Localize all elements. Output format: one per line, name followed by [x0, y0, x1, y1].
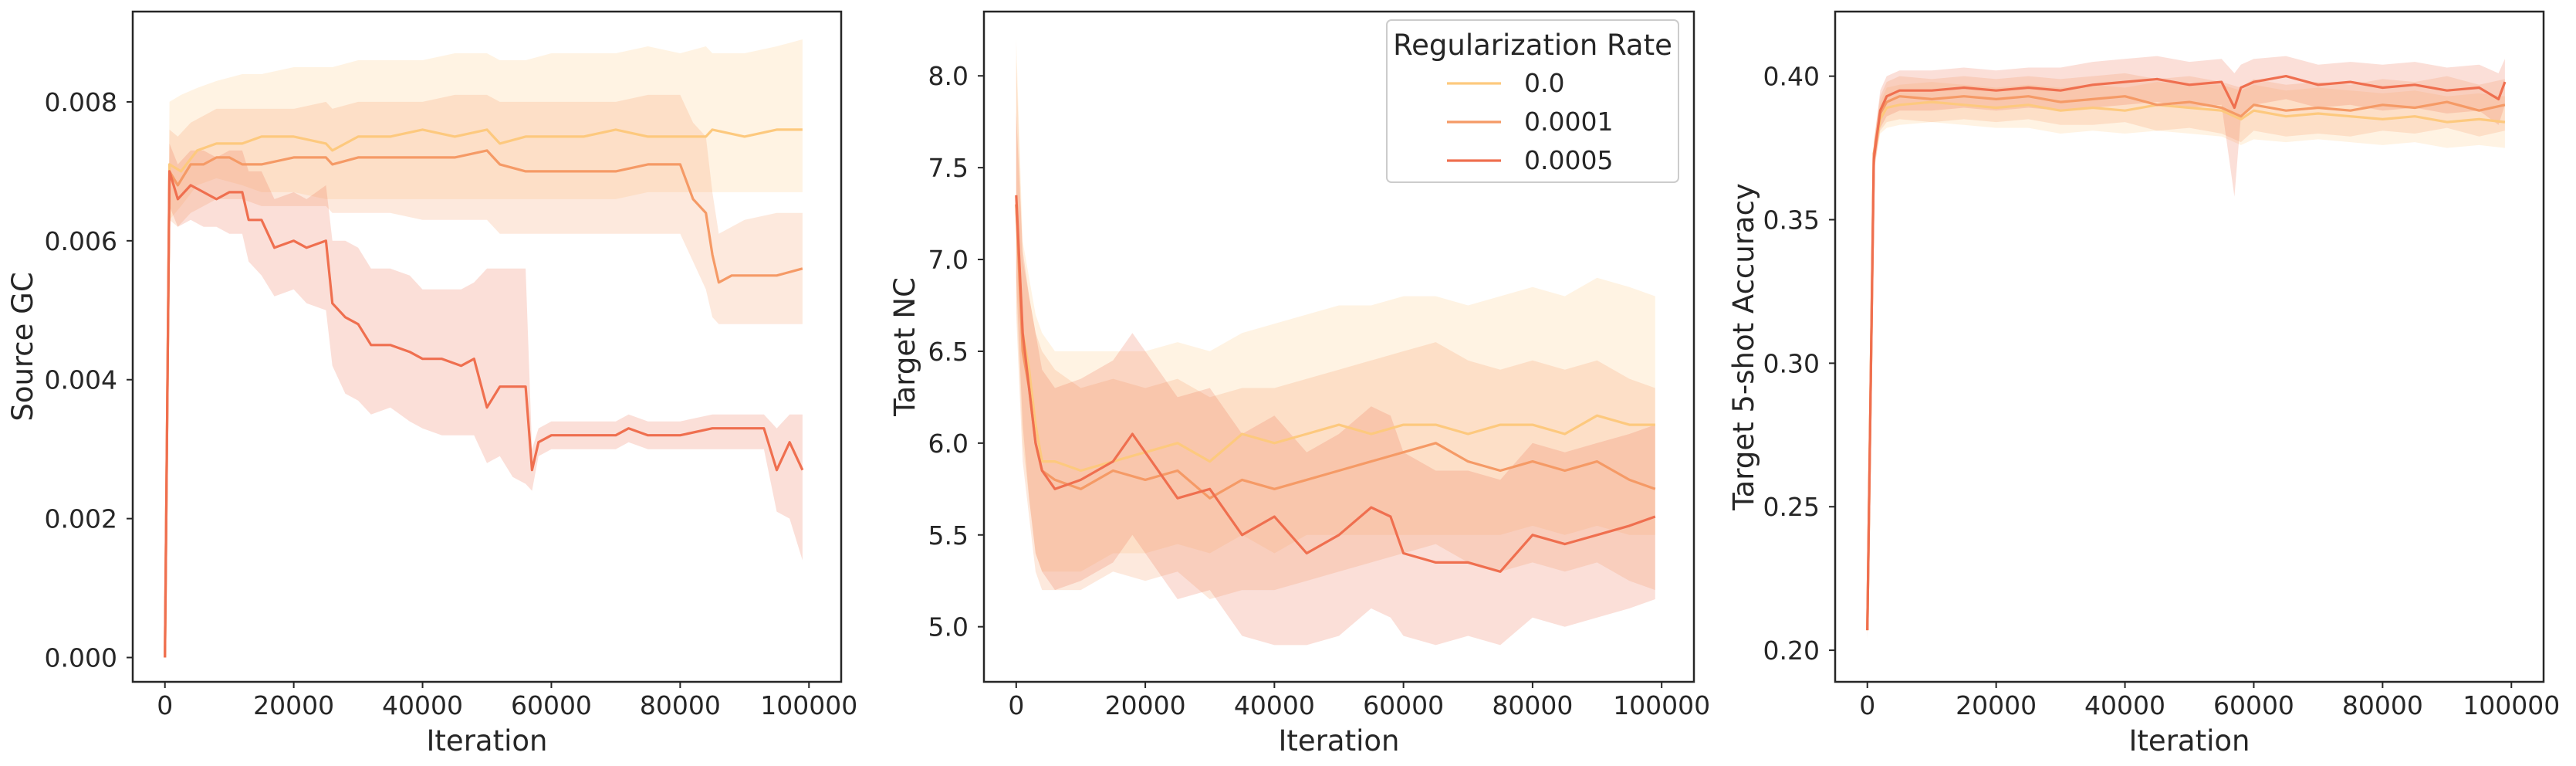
- y-tick-label: 0.004: [45, 365, 117, 395]
- y-tick-label: 0.000: [45, 643, 117, 673]
- x-tick-label: 100000: [760, 690, 857, 720]
- confidence-band-0.0005: [1016, 112, 1655, 646]
- chart-panel-3: 0 20000 40000 60000 80000 100000 0.20 0.25 0.30 0…: [1727, 10, 2560, 758]
- legend-label-0.0: 0.0: [1524, 68, 1564, 98]
- legend-label-0.0005: 0.0005: [1524, 145, 1613, 175]
- x-tick-label: 60000: [1363, 690, 1444, 720]
- y-tick-label: 5.5: [928, 520, 969, 551]
- y-tick-label: 0.006: [45, 226, 117, 256]
- confidence-band-0.0001: [1867, 73, 2505, 639]
- x-tick-label: 80000: [2342, 690, 2423, 720]
- x-tick-label: 0: [1008, 690, 1024, 720]
- x-tick-label: 60000: [2213, 690, 2294, 720]
- x-tick-label: 0: [157, 690, 173, 720]
- legend-box: [1386, 19, 1679, 183]
- y-axis-label: Target NC: [888, 277, 921, 417]
- series-line-0.0: [1015, 204, 1655, 473]
- plot-frame: [982, 10, 1695, 683]
- x-tick-label: 20000: [1956, 690, 2037, 720]
- plot-frame: [1834, 10, 2545, 683]
- y-tick-label: 0.40: [1763, 62, 1820, 92]
- x-tick-label: 20000: [1105, 690, 1186, 720]
- y-axis-label: Target 5-shot Accuracy: [1727, 183, 1760, 511]
- y-tick-label: 0.30: [1763, 348, 1820, 378]
- confidence-band-0.0: [164, 39, 803, 658]
- y-tick-label: 8.0: [928, 61, 969, 91]
- x-axis-label: Iteration: [2129, 724, 2250, 758]
- plot-frame: [131, 10, 843, 683]
- confidence-band-0.0: [1867, 82, 2505, 639]
- legend-label-0.0001: 0.0001: [1524, 107, 1613, 137]
- series-line-0.0: [164, 128, 803, 658]
- x-tick-label: 80000: [1492, 690, 1573, 720]
- series-line-0.0005: [164, 170, 804, 658]
- x-tick-label: 100000: [1613, 690, 1710, 720]
- legend-title: Regularization Rate: [1393, 29, 1672, 62]
- confidence-band-0.0005: [164, 143, 803, 658]
- confidence-band-0.0: [1016, 39, 1655, 572]
- confidence-bands: [1016, 39, 1655, 646]
- confidence-bands: [1867, 56, 2505, 639]
- series-lines: [1015, 195, 1656, 573]
- series-line-0.0005: [1866, 75, 2507, 631]
- x-tick-label: 0: [1859, 690, 1875, 720]
- x-tick-label: 40000: [2084, 690, 2165, 720]
- confidence-band-0.0005: [1867, 56, 2505, 639]
- x-tick-label: 40000: [1234, 690, 1315, 720]
- series-line-0.0005: [1015, 195, 1656, 573]
- series-lines: [1866, 75, 2507, 631]
- y-tick-label: 0.20: [1763, 636, 1820, 666]
- x-axis-label: Iteration: [1279, 724, 1400, 758]
- x-tick-label: 80000: [640, 690, 721, 720]
- y-tick-label: 0.25: [1763, 492, 1820, 522]
- y-tick-label: 7.5: [928, 153, 969, 183]
- confidence-band-0.0001: [164, 94, 803, 658]
- y-tick-label: 7.0: [928, 245, 969, 275]
- series-line-0.0001: [1866, 95, 2506, 631]
- chart-panel-2: 0 20000 40000 60000 80000 100000 5.0 5.5 6.0 6.5 7…: [888, 10, 1710, 758]
- confidence-band-0.0001: [1016, 57, 1655, 599]
- y-tick-label: 6.0: [928, 429, 969, 459]
- series-lines: [164, 128, 804, 658]
- x-tick-label: 20000: [253, 690, 334, 720]
- y-tick-label: 6.5: [928, 337, 969, 367]
- y-tick-label: 0.002: [45, 504, 117, 534]
- x-tick-label: 60000: [511, 690, 592, 720]
- legend: Regularization Rate 0.0 0.0001 0.0005: [1386, 19, 1679, 183]
- series-line-0.0: [1866, 100, 2506, 631]
- x-tick-label: 100000: [2463, 690, 2560, 720]
- y-tick-label: 0.008: [45, 87, 117, 117]
- x-tick-label: 40000: [382, 690, 463, 720]
- confidence-bands: [164, 39, 803, 658]
- y-tick-label: 0.35: [1763, 205, 1820, 236]
- x-axis-label: Iteration: [427, 724, 548, 758]
- y-axis-label: Source GC: [6, 272, 39, 421]
- chart-panel-1: 0 20000 40000 60000 80000 100000 0.000 0.002 0.0…: [6, 10, 857, 758]
- series-line-0.0001: [164, 149, 803, 658]
- y-tick-label: 5.0: [928, 612, 969, 642]
